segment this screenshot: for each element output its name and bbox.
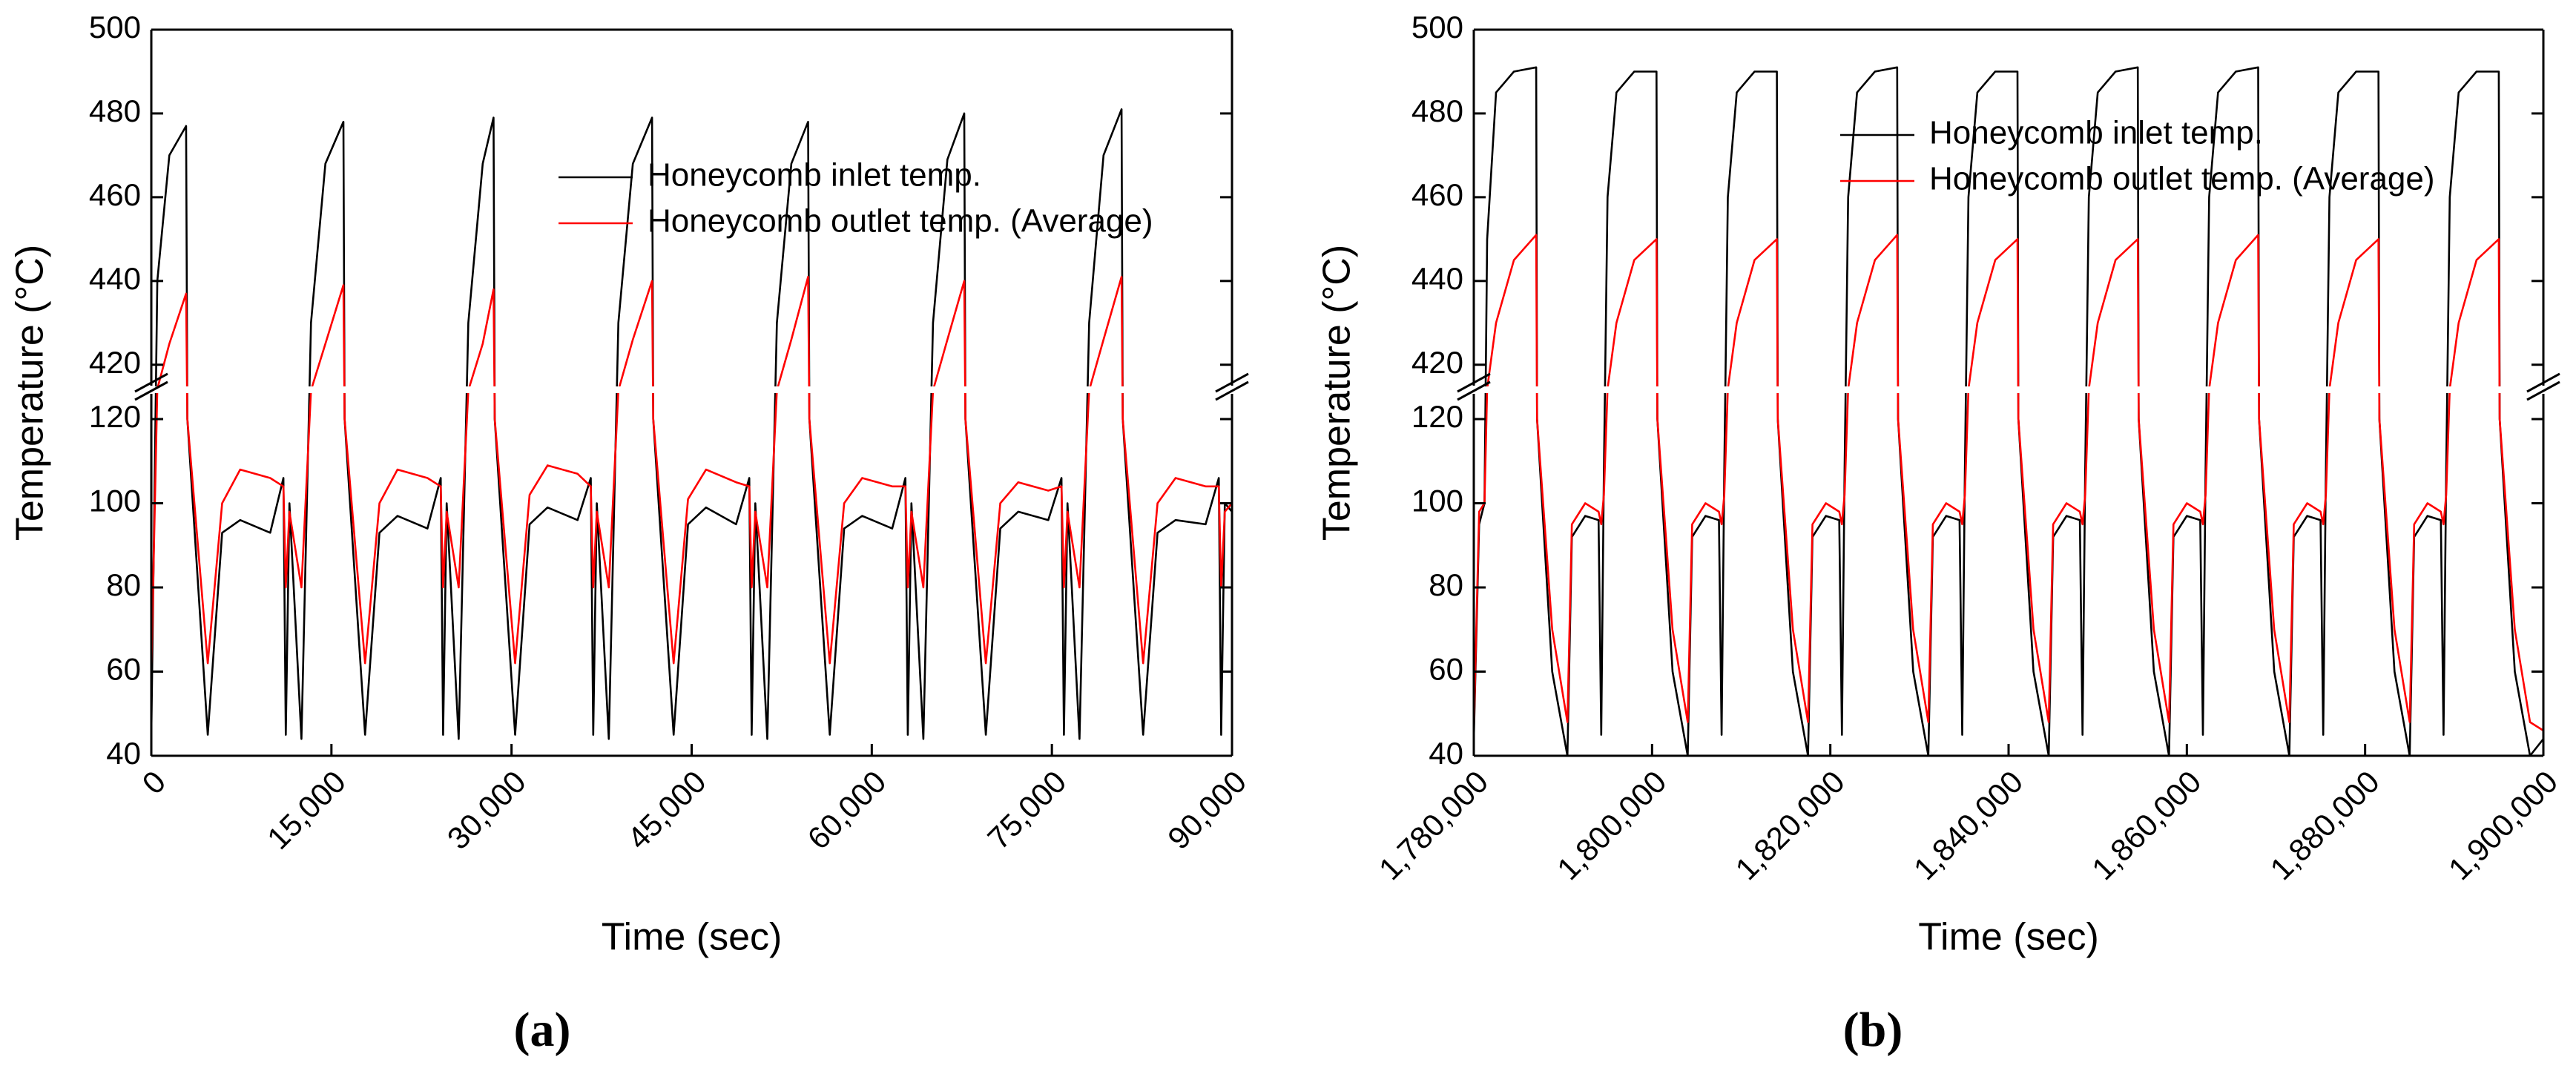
x-tick-label: 1,860,000 [2085,764,2207,886]
x-tick-label: 1,840,000 [1907,764,2029,886]
legend-label: Honeycomb outlet temp. (Average) [648,203,1153,240]
y-tick-label: 460 [89,177,141,212]
y-tick-label: 420 [89,345,141,380]
y-tick-label: 80 [1429,567,1463,602]
y-tick-label: 120 [1411,399,1463,434]
x-axis-title: Time (sec) [1918,916,2099,959]
data-line [1472,66,2545,757]
legend-label: Honeycomb inlet temp. [1929,115,2263,151]
y-tick-label: 480 [1411,93,1463,128]
axis-break-mark [1457,372,1491,393]
x-tick-label: 90,000 [1161,764,1253,856]
x-tick-label: 15,000 [260,764,352,856]
y-tick-label: 500 [89,10,141,45]
axis-break-mark [1215,380,1249,401]
y-tick-label: 100 [89,484,141,518]
x-axis-title: Time (sec) [602,916,783,959]
legend-label: Honeycomb inlet temp. [648,157,981,194]
data-line [150,108,1233,740]
y-tick-label: 60 [106,652,141,687]
axis-break-mark [134,380,168,401]
axis-break-mark [1457,380,1491,401]
y-tick-label: 60 [1429,652,1463,687]
x-tick-label: 1,820,000 [1729,764,1851,886]
y-tick-label: 440 [1411,261,1463,296]
axis-break-mark [134,372,168,393]
y-tick-label: 100 [1411,484,1463,518]
x-tick-label: 60,000 [800,764,892,856]
y-tick-label: 80 [106,567,141,602]
y-tick-label: 120 [89,399,141,434]
axis-break-mark [2526,380,2560,401]
panel-label: (a) [514,1003,571,1057]
y-tick-label: 480 [89,93,141,128]
x-tick-label: 30,000 [441,764,533,856]
y-tick-label: 460 [1411,177,1463,212]
x-tick-label: 45,000 [621,764,713,856]
x-tick-label: 1,780,000 [1372,764,1495,886]
y-axis-title: Temperature (°C) [1316,245,1359,541]
y-tick-label: 40 [1429,736,1463,771]
x-tick-label: 1,800,000 [1550,764,1673,886]
axis-break-gap [149,386,1234,393]
axis-break-gap [1472,386,2546,393]
panel-label: (b) [1843,1003,1903,1057]
x-tick-label: 1,880,000 [2264,764,2386,886]
y-tick-label: 440 [89,261,141,296]
y-axis-title: Temperature (°C) [9,245,52,541]
x-tick-label: 75,000 [981,764,1073,856]
axis-break-mark [2526,372,2560,393]
y-tick-label: 420 [1411,345,1463,380]
y-tick-label: 500 [1411,10,1463,45]
y-tick-label: 40 [106,736,141,771]
legend-label: Honeycomb outlet temp. (Average) [1929,161,2435,197]
axis-break-mark [1215,372,1249,393]
data-line [150,275,1233,672]
data-line [1472,234,2544,732]
x-tick-label: 1,900,000 [2442,764,2564,886]
